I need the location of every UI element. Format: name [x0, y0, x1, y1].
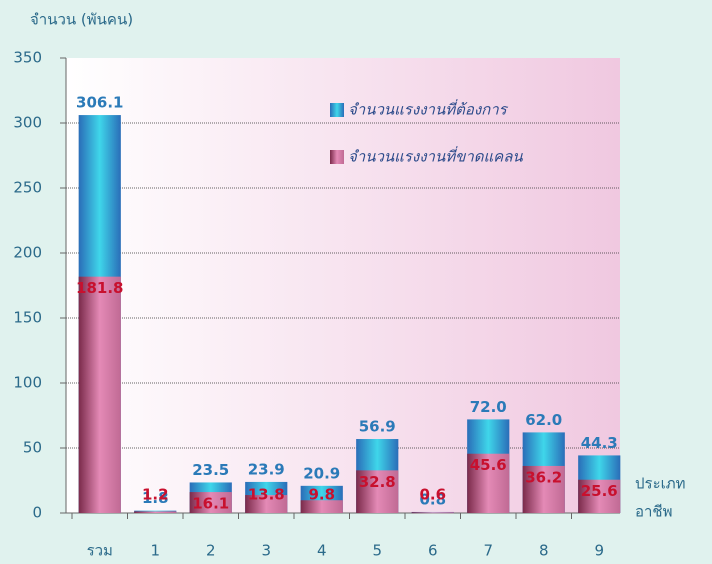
legend-label: จำนวนแรงงานที่ขาดแคลน	[348, 146, 523, 166]
bar	[467, 453, 510, 513]
x-tick-label: 2	[206, 542, 216, 560]
bar	[245, 495, 288, 513]
y-tick-label: 150	[13, 309, 42, 327]
value-label: 181.8	[76, 279, 123, 297]
x-tick-label: 7	[483, 542, 493, 560]
y-tick-label: 50	[23, 439, 42, 457]
y-tick-label: 350	[13, 49, 42, 67]
legend-swatch	[330, 150, 344, 164]
value-label: 1.8	[142, 489, 169, 507]
x-tick-label: 4	[317, 542, 327, 560]
bar	[411, 512, 454, 514]
legend-label: จำนวนแรงงานที่ต้องการ	[348, 99, 509, 119]
y-tick-label: 250	[13, 179, 42, 197]
value-label: 36.2	[525, 468, 562, 486]
x-axis-label: อาชีพ	[635, 503, 673, 521]
y-tick-label: 300	[13, 114, 42, 132]
value-label: 20.9	[303, 464, 340, 482]
value-label: 44.3	[581, 434, 618, 452]
y-axis-label: จำนวน (พันคน)	[30, 11, 133, 29]
value-label: 16.1	[192, 495, 229, 513]
value-label: 25.6	[581, 482, 618, 500]
value-label: 13.8	[248, 486, 285, 504]
legend-swatch	[330, 103, 344, 117]
value-label: 72.0	[470, 398, 507, 416]
x-tick-label: รวม	[87, 542, 113, 560]
x-axis-label: ประเภท	[635, 475, 686, 493]
y-tick-label: 0	[32, 504, 42, 522]
value-label: 23.5	[192, 461, 229, 479]
bar	[356, 470, 399, 513]
x-tick-label: 8	[539, 542, 549, 560]
value-label: 45.6	[470, 456, 507, 474]
bar	[300, 500, 343, 513]
value-label: 0.6	[419, 486, 446, 504]
value-label: 1.2	[142, 486, 169, 504]
value-label: 306.1	[76, 94, 123, 112]
value-label: 0.8	[419, 490, 446, 508]
x-tick-label: 5	[372, 542, 382, 560]
value-label: 62.0	[525, 411, 562, 429]
value-label: 56.9	[359, 418, 396, 436]
bar	[578, 479, 621, 513]
value-label: 23.9	[248, 460, 285, 478]
bar	[522, 465, 565, 513]
value-label: 9.8	[308, 486, 335, 504]
x-tick-label: 1	[150, 542, 160, 560]
value-label: 32.8	[359, 473, 396, 491]
x-tick-label: 6	[428, 542, 438, 560]
y-tick-label: 200	[13, 244, 42, 262]
x-tick-label: 9	[594, 542, 604, 560]
bar	[78, 276, 121, 513]
x-tick-label: 3	[261, 542, 271, 560]
bar	[189, 492, 232, 513]
y-tick-label: 100	[13, 374, 42, 392]
bar	[134, 511, 177, 513]
